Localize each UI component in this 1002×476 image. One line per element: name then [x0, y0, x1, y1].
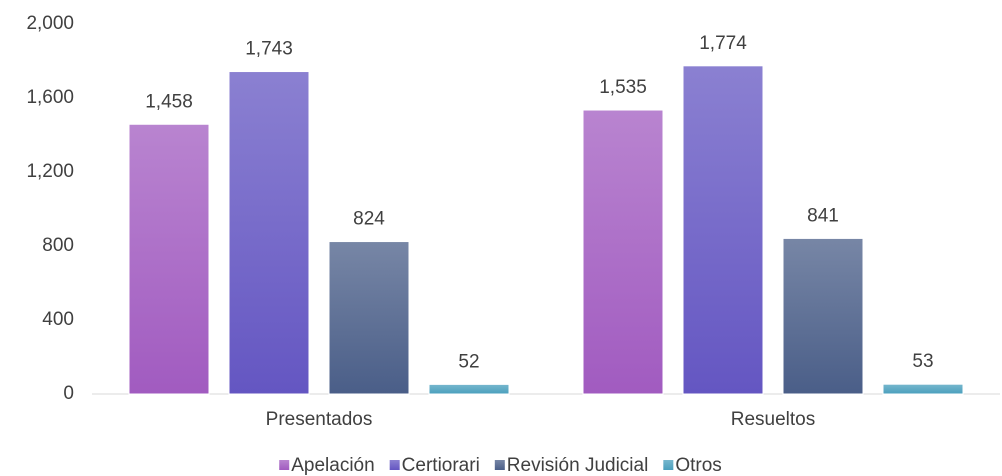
legend-label: Apelación	[291, 455, 374, 476]
legend-label: Otros	[675, 455, 721, 476]
legend-swatch	[663, 460, 674, 470]
value-label: 52	[458, 351, 479, 372]
value-label: 841	[807, 205, 839, 226]
y-tick-label: 1,600	[26, 87, 74, 108]
y-tick-label: 0	[63, 383, 74, 404]
bar	[428, 383, 510, 395]
x-tick-label: Presentados	[266, 409, 373, 430]
bar	[682, 65, 764, 395]
legend-label: Revisión Judicial	[507, 455, 649, 476]
y-tick-label: 2,000	[26, 13, 74, 34]
y-tick-label: 1,200	[26, 161, 74, 182]
bar	[782, 237, 864, 395]
bar	[582, 109, 664, 395]
y-tick-label: 800	[42, 235, 74, 256]
bar	[882, 383, 964, 395]
y-tick-label: 400	[42, 309, 74, 330]
value-label: 1,774	[699, 33, 747, 54]
legend-label: Certiorari	[402, 455, 480, 476]
bar	[128, 123, 210, 395]
bar	[228, 71, 310, 395]
legend-swatch	[494, 460, 505, 470]
x-tick-label: Resueltos	[731, 409, 816, 430]
value-label: 1,535	[599, 77, 647, 98]
bar	[328, 241, 410, 395]
value-label: 1,743	[245, 39, 293, 60]
value-label: 53	[912, 351, 933, 372]
value-label: 1,458	[145, 91, 193, 112]
value-label: 824	[353, 209, 385, 230]
legend-swatch	[279, 460, 290, 470]
legend-swatch	[389, 460, 400, 470]
